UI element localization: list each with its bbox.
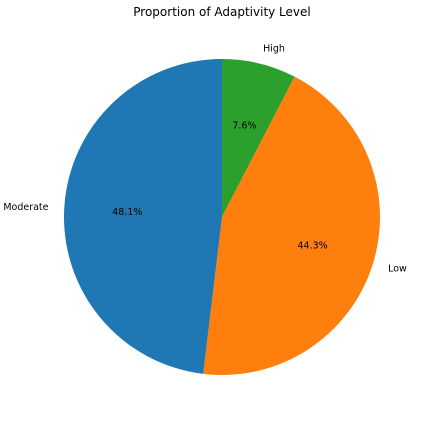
slice-percent-high: 7.6%: [232, 120, 256, 131]
slice-label-low: Low: [388, 264, 407, 275]
pie-slices: [63, 59, 381, 375]
pie-slice-low: [203, 76, 381, 375]
slice-percent-moderate: 48.1%: [112, 207, 142, 218]
pie-slice-moderate: [63, 59, 222, 374]
slice-percent-low: 44.3%: [298, 240, 328, 251]
slice-label-moderate: Moderate: [3, 202, 48, 213]
chart-title: Proportion of Adaptivity Level: [133, 5, 310, 19]
pie-slice-high: [222, 59, 295, 217]
slice-label-high: High: [263, 44, 285, 55]
pie-labels: High 7.6% Low 44.3% Moderate 48.1%: [3, 44, 407, 275]
